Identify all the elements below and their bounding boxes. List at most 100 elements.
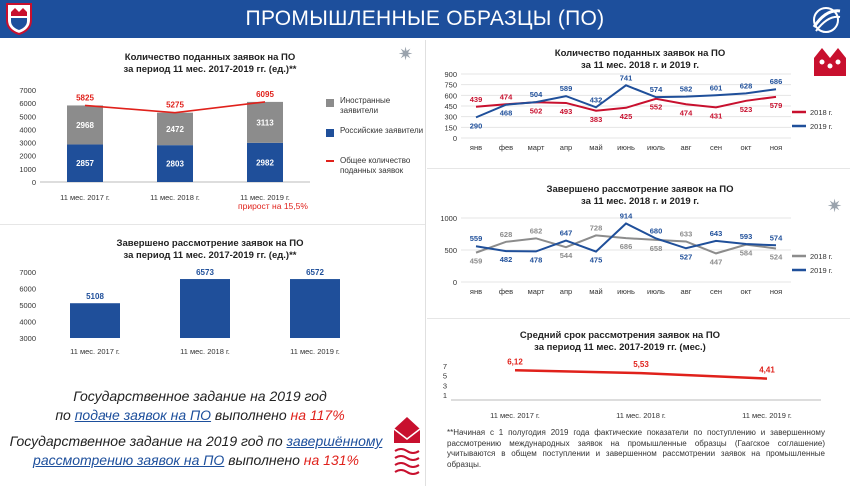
data-label: 686 — [770, 77, 783, 86]
row-divider — [427, 168, 850, 169]
data-label: 584 — [740, 249, 753, 258]
data-label: 686 — [620, 242, 633, 251]
y-tick-label: 4000 — [19, 125, 36, 134]
legend-label: 2019 г. — [810, 122, 833, 131]
data-label: 552 — [650, 103, 663, 112]
y-tick-label: 7 — [443, 362, 447, 371]
x-tick-label: июль — [647, 143, 665, 152]
bar-russian — [157, 145, 193, 182]
data-label: 3113 — [256, 118, 274, 127]
data-label: 482 — [500, 255, 513, 264]
y-tick-label: 900 — [444, 70, 457, 79]
coat-of-arms-logo — [6, 3, 32, 36]
x-tick-label: янв — [470, 143, 482, 152]
data-label: 2968 — [76, 121, 94, 130]
legend-foreign: Иностранные заявители — [340, 96, 391, 115]
bar-completed — [290, 279, 340, 338]
x-tick-label: 11 мес. 2019 г. — [240, 193, 290, 202]
envelope-emblem-icon — [393, 417, 421, 475]
x-tick-label: июль — [647, 287, 665, 296]
completed-bar-chart: 7000 6000 5000 4000 3000 5108 11 мес. 2017 г. 6… — [19, 268, 340, 356]
data-label: 741 — [620, 73, 633, 82]
total-label: 6095 — [256, 90, 274, 99]
row-divider — [0, 224, 425, 225]
data-label: 439 — [470, 95, 483, 104]
bar-completed — [180, 279, 230, 338]
data-label: 524 — [770, 252, 783, 261]
x-tick-label: март — [528, 287, 545, 296]
data-label: 628 — [500, 230, 513, 239]
x-tick-label: 11 мес. 2018 г. — [616, 411, 666, 420]
emblem-icon — [814, 48, 846, 76]
data-label: 574 — [650, 85, 663, 94]
x-tick-label: авг — [681, 143, 692, 152]
x-tick-label: янв — [470, 287, 482, 296]
applications-stacked-chart: 7000 6000 5000 4000 3000 2000 1000 0 2857 2968 11 … — [19, 86, 310, 202]
x-tick-label: июнь — [617, 143, 635, 152]
data-label: 601 — [710, 83, 723, 92]
data-label: 579 — [770, 101, 783, 110]
legend-russian: Российские заявители — [340, 126, 424, 135]
chart-title: Количество поданных заявок на ПО за пери… — [123, 52, 297, 75]
data-label: 6572 — [306, 268, 324, 277]
x-tick-label: май — [589, 287, 603, 296]
bar-russian — [67, 144, 103, 182]
data-label: 290 — [470, 121, 483, 130]
data-label: 593 — [740, 232, 753, 241]
row-divider — [427, 318, 850, 319]
data-label: 447 — [710, 257, 723, 266]
data-label: 914 — [620, 212, 633, 221]
x-tick-label: 11 мес. 2017 г. — [490, 411, 540, 420]
bar-completed — [70, 303, 120, 338]
x-tick-label: фев — [499, 287, 513, 296]
page-title: ПРОМЫШЛЕННЫЕ ОБРАЗЦЫ (ПО) — [245, 7, 605, 30]
y-tick-label: 0 — [453, 278, 457, 287]
state-task-1-line1: Государственное задание на 2019 год — [73, 388, 327, 404]
data-label: 559 — [470, 234, 483, 243]
y-tick-label: 600 — [444, 91, 457, 100]
data-label: 478 — [530, 255, 543, 264]
footnote: **Начиная с 1 полугодия 2019 года фактич… — [447, 428, 825, 469]
bar-foreign — [157, 112, 193, 146]
x-tick-label: окт — [741, 287, 753, 296]
legend-total: Общее количество поданных заявок — [340, 156, 411, 175]
chart-title: Завершено рассмотрение заявок на ПО за 1… — [546, 184, 734, 207]
data-label: 5108 — [86, 292, 104, 301]
data-label: 4,41 — [759, 366, 775, 375]
header-bar — [0, 0, 850, 38]
y-tick-label: 6000 — [19, 99, 36, 108]
x-tick-label: апр — [560, 287, 572, 296]
y-tick-label: 750 — [444, 81, 457, 90]
data-label: 431 — [710, 111, 723, 120]
legend-label: 2018 г. — [810, 108, 833, 117]
y-tick-label: 2000 — [19, 152, 36, 161]
data-label: 5,53 — [633, 360, 649, 369]
snowflake-icon: ✷ — [398, 44, 414, 64]
y-tick-label: 7000 — [19, 268, 36, 277]
y-tick-label: 7000 — [19, 86, 36, 95]
data-label: 432 — [590, 95, 603, 104]
data-label: 544 — [560, 251, 573, 260]
data-label: 628 — [740, 81, 753, 90]
y-tick-label: 3000 — [19, 139, 36, 148]
data-label: 728 — [590, 223, 603, 232]
x-tick-label: 11 мес. 2018 г. — [180, 347, 230, 356]
data-label: 502 — [530, 106, 543, 115]
data-label: 589 — [560, 84, 573, 93]
data-label: 504 — [530, 90, 543, 99]
data-label: 2803 — [166, 160, 184, 169]
y-tick-label: 1000 — [19, 165, 36, 174]
series-line — [475, 84, 777, 119]
total-label: 5275 — [166, 101, 184, 110]
state-task-2-line1: Государственное задание на 2019 год по з… — [9, 433, 383, 449]
y-tick-label: 4000 — [19, 318, 36, 327]
data-label: 523 — [740, 105, 753, 114]
data-label: 2982 — [256, 158, 274, 167]
data-label: 633 — [680, 229, 693, 238]
y-tick-label: 0 — [453, 134, 457, 143]
avg-time-line — [514, 369, 768, 380]
chart-title: Средний срок рассмотрения заявок на ПО з… — [519, 330, 721, 353]
bar-foreign — [67, 105, 103, 145]
y-tick-label: 3 — [443, 381, 447, 390]
